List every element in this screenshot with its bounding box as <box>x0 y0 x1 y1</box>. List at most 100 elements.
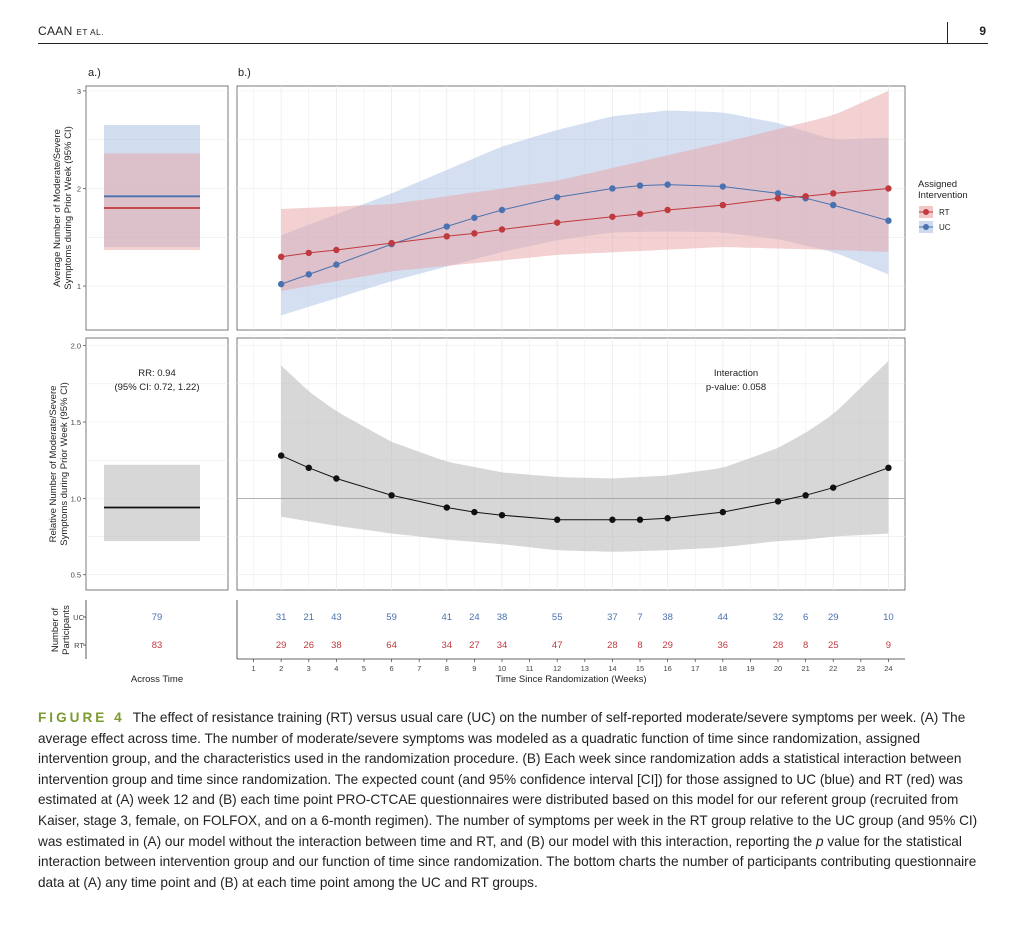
panel-b-uc-line <box>281 184 889 285</box>
across-time-count-rt: 83 <box>152 640 163 651</box>
ratio-point-week-12 <box>553 516 561 523</box>
uc-point-week-4 <box>333 261 340 268</box>
across-time-count-uc: 79 <box>152 612 163 623</box>
xtick-label-week-11: 11 <box>526 664 534 673</box>
rt-point-week-8 <box>443 233 450 240</box>
ratio-point-week-20 <box>774 498 782 505</box>
legend-uc-point <box>923 224 929 230</box>
panel-b-top-plot <box>277 90 892 316</box>
rt-point-week-14 <box>609 213 616 220</box>
rt-count-week-12: 47 <box>552 640 563 651</box>
rt-count-week-4: 38 <box>331 640 342 651</box>
xtick-label-week-2: 2 <box>279 664 283 673</box>
top-ytick-label: 2 <box>77 184 81 193</box>
panel-b-ratio-points <box>277 452 892 523</box>
rt-point-week-16 <box>664 206 671 214</box>
rt-count-week-24: 9 <box>886 640 891 651</box>
ratio-point-week-4 <box>333 475 340 482</box>
rr-annotation-line2: (95% CI: 0.72, 1.22) <box>114 382 199 393</box>
uc-count-week-2: 31 <box>276 612 287 623</box>
panel-a-top-plot <box>104 125 200 250</box>
uc-point-week-9 <box>471 214 478 221</box>
page-header: CAAN ET AL. 9 <box>38 24 988 44</box>
participant-counts: 7983312921264338596441342427383455473728… <box>152 612 894 651</box>
uc-point-week-12 <box>553 194 561 201</box>
ratio-point-week-14 <box>609 516 616 523</box>
panel-b-rt-band <box>281 90 889 292</box>
xtick-label-week-21: 21 <box>801 664 809 673</box>
uc-point-week-16 <box>664 181 671 188</box>
uc-point-week-10 <box>498 206 506 214</box>
rt-count-week-16: 29 <box>662 640 673 651</box>
bottom-ylabel-line2: Participants <box>61 605 72 655</box>
rt-point-week-15 <box>636 210 644 218</box>
uc-point-week-20 <box>774 190 782 197</box>
rt-count-week-10: 34 <box>497 640 508 651</box>
uc-count-week-21: 6 <box>803 612 808 623</box>
legend: Assigned Intervention RT UC <box>918 179 968 233</box>
figure-caption: FIGURE 4 The effect of resistance trainin… <box>38 708 990 893</box>
rt-count-week-14: 28 <box>607 640 618 651</box>
interaction-annotation-line2: p-value: 0.058 <box>706 382 766 393</box>
legend-title-line2: Intervention <box>918 190 968 201</box>
rt-count-week-21: 8 <box>803 640 808 651</box>
uc-count-week-18: 44 <box>718 612 729 623</box>
rt-count-week-18: 36 <box>718 640 729 651</box>
uc-count-week-15: 7 <box>637 612 642 623</box>
rt-count-week-8: 34 <box>441 640 452 651</box>
panel-a-mid-plot <box>104 464 200 542</box>
top-ylabel: Average Number of Moderate/Severe Sympto… <box>52 126 74 290</box>
mid-ytick-label: 0.5 <box>71 571 81 580</box>
author-suffix: ET AL. <box>76 27 104 37</box>
caption-text-part1: The effect of resistance training (RT) v… <box>38 710 978 849</box>
ratio-point-week-24 <box>885 464 892 472</box>
ratio-point-week-21 <box>802 492 809 499</box>
xtick-label-week-18: 18 <box>719 664 727 673</box>
panel-a-ratio-band <box>104 464 200 542</box>
rt-point-week-21 <box>802 193 809 200</box>
xtick-label-week-17: 17 <box>691 664 699 673</box>
uc-count-week-12: 55 <box>552 612 563 623</box>
panel-a-label: a.) <box>88 67 101 79</box>
uc-count-week-9: 24 <box>469 612 480 623</box>
xtick-label-week-15: 15 <box>636 664 644 673</box>
legend-rt-label: RT <box>939 208 950 217</box>
xtick-label-week-19: 19 <box>746 664 754 673</box>
top-ytick-label: 3 <box>77 87 81 96</box>
rt-point-week-20 <box>774 195 782 202</box>
xtick-label-week-23: 23 <box>857 664 865 673</box>
ratio-point-week-2 <box>277 452 285 459</box>
panel-a-rt-band <box>104 153 200 250</box>
xtick-label-week-3: 3 <box>307 664 311 673</box>
ratio-point-week-16 <box>664 515 671 522</box>
xtick-label-week-6: 6 <box>389 664 393 673</box>
xtick-label-week-22: 22 <box>829 664 837 673</box>
x-axis-title: Time Since Randomization (Weeks) <box>496 674 647 685</box>
mid-ylabel-line1: Relative Number of Moderate/Severe <box>48 386 59 543</box>
caption-italic-p: p <box>816 833 824 849</box>
rt-count-week-2: 29 <box>276 640 287 651</box>
mid-ytick-label: 1.5 <box>71 418 81 427</box>
xtick-label-week-14: 14 <box>608 664 616 673</box>
rt-count-week-22: 25 <box>828 640 839 651</box>
panel-b-ratio-line <box>280 455 889 521</box>
rt-point-week-6 <box>388 239 395 247</box>
rt-count-week-9: 27 <box>469 640 480 651</box>
uc-point-week-18 <box>719 183 727 190</box>
panel-a-mid-frame <box>85 337 229 591</box>
rt-point-week-2 <box>277 253 285 260</box>
panel-b-rt-points <box>277 185 892 260</box>
xtick-label-week-20: 20 <box>774 664 782 673</box>
header-divider <box>947 22 949 44</box>
mid-ylabel: Relative Number of Moderate/Severe Sympt… <box>48 382 70 546</box>
uc-point-week-24 <box>885 217 892 224</box>
xtick-label-week-9: 9 <box>472 664 476 673</box>
xtick-label-week-24: 24 <box>884 664 892 673</box>
uc-point-week-15 <box>636 182 644 189</box>
running-head: CAAN ET AL. <box>38 24 104 38</box>
rt-point-week-22 <box>830 190 837 197</box>
ratio-point-week-9 <box>471 508 478 516</box>
top-ylabel-line1: Average Number of Moderate/Severe <box>52 129 63 287</box>
rt-count-week-3: 26 <box>303 640 314 651</box>
